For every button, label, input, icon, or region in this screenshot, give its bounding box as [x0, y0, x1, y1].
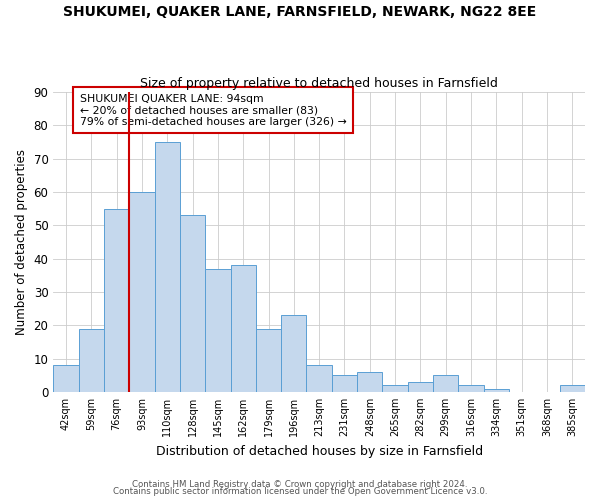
Title: Size of property relative to detached houses in Farnsfield: Size of property relative to detached ho… — [140, 76, 498, 90]
Bar — [53, 366, 79, 392]
Bar — [382, 386, 408, 392]
Bar — [458, 386, 484, 392]
Bar — [560, 386, 585, 392]
Bar — [433, 376, 458, 392]
Text: Contains HM Land Registry data © Crown copyright and database right 2024.: Contains HM Land Registry data © Crown c… — [132, 480, 468, 489]
Bar — [484, 388, 509, 392]
X-axis label: Distribution of detached houses by size in Farnsfield: Distribution of detached houses by size … — [155, 444, 483, 458]
Bar — [129, 192, 155, 392]
Bar — [408, 382, 433, 392]
Bar — [307, 366, 332, 392]
Text: SHUKUMEI QUAKER LANE: 94sqm
← 20% of detached houses are smaller (83)
79% of sem: SHUKUMEI QUAKER LANE: 94sqm ← 20% of det… — [80, 94, 347, 127]
Bar — [357, 372, 382, 392]
Bar — [332, 376, 357, 392]
Bar — [256, 328, 281, 392]
Text: SHUKUMEI, QUAKER LANE, FARNSFIELD, NEWARK, NG22 8EE: SHUKUMEI, QUAKER LANE, FARNSFIELD, NEWAR… — [64, 5, 536, 19]
Bar — [79, 328, 104, 392]
Bar — [281, 316, 307, 392]
Text: Contains public sector information licensed under the Open Government Licence v3: Contains public sector information licen… — [113, 488, 487, 496]
Y-axis label: Number of detached properties: Number of detached properties — [15, 149, 28, 335]
Bar — [155, 142, 180, 392]
Bar — [230, 266, 256, 392]
Bar — [104, 208, 129, 392]
Bar — [180, 216, 205, 392]
Bar — [205, 268, 230, 392]
